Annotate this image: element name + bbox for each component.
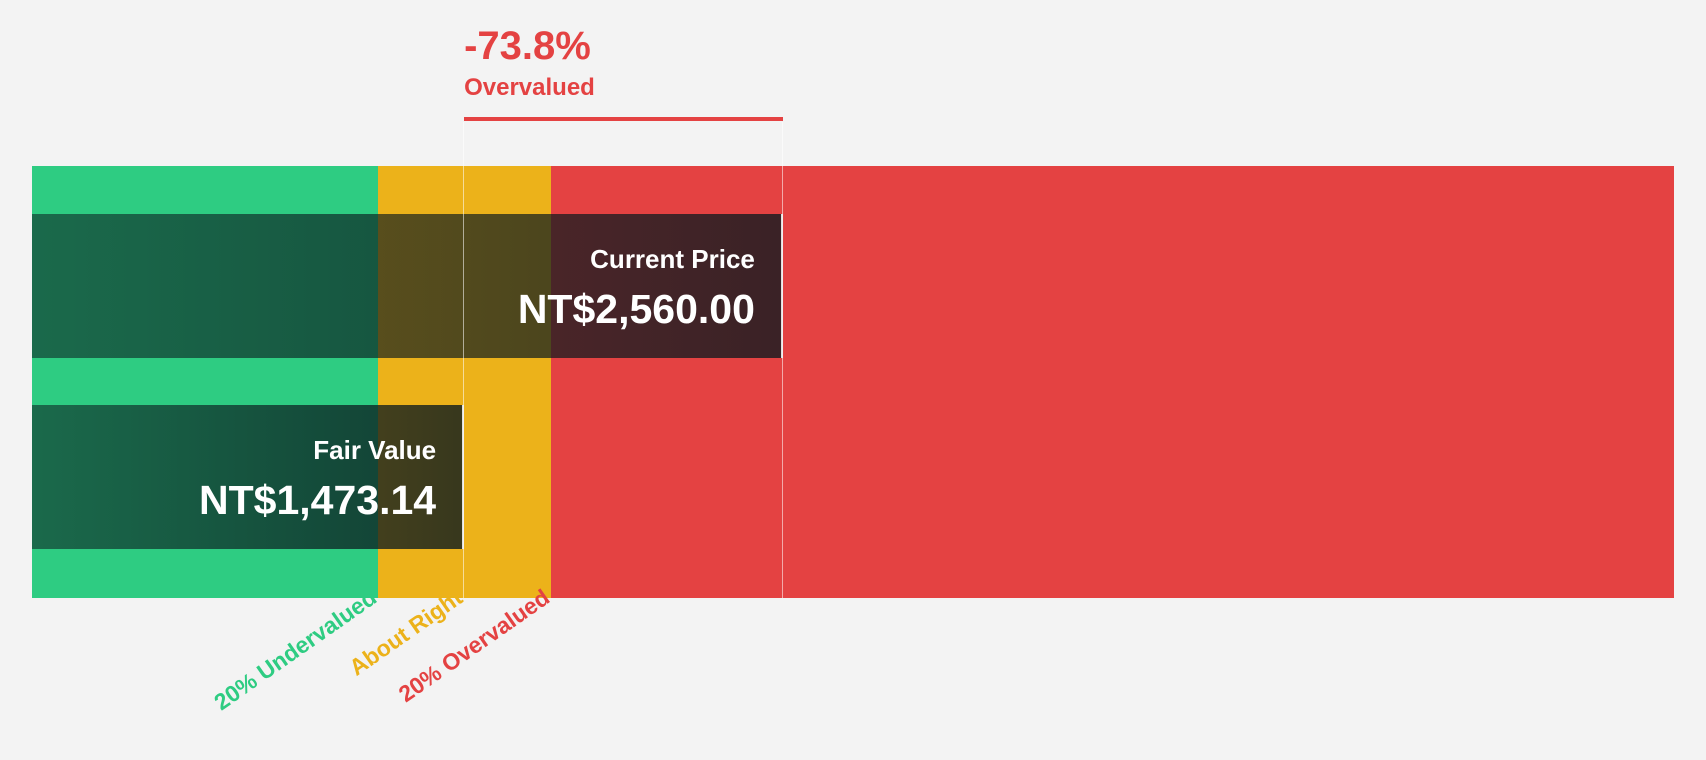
fair-value-guide-line — [463, 122, 465, 598]
tick-label-overvalued: 20% Overvalued — [393, 583, 554, 708]
current-price-guide-line — [781, 122, 783, 598]
fair-value-value: NT$1,473.14 — [199, 477, 437, 523]
current-price-value: NT$2,560.00 — [517, 286, 755, 332]
fair-value-label: Fair Value — [313, 435, 437, 465]
current-price-bar: Current Price NT$2,560.00 — [32, 214, 783, 358]
valuation-verdict: Overvalued — [464, 74, 595, 101]
valuation-gap-line — [464, 117, 783, 121]
current-price-label: Current Price — [590, 244, 755, 274]
valuation-percent: -73.8% — [464, 24, 591, 68]
fair-value-bar: Fair Value NT$1,473.14 — [32, 405, 465, 549]
